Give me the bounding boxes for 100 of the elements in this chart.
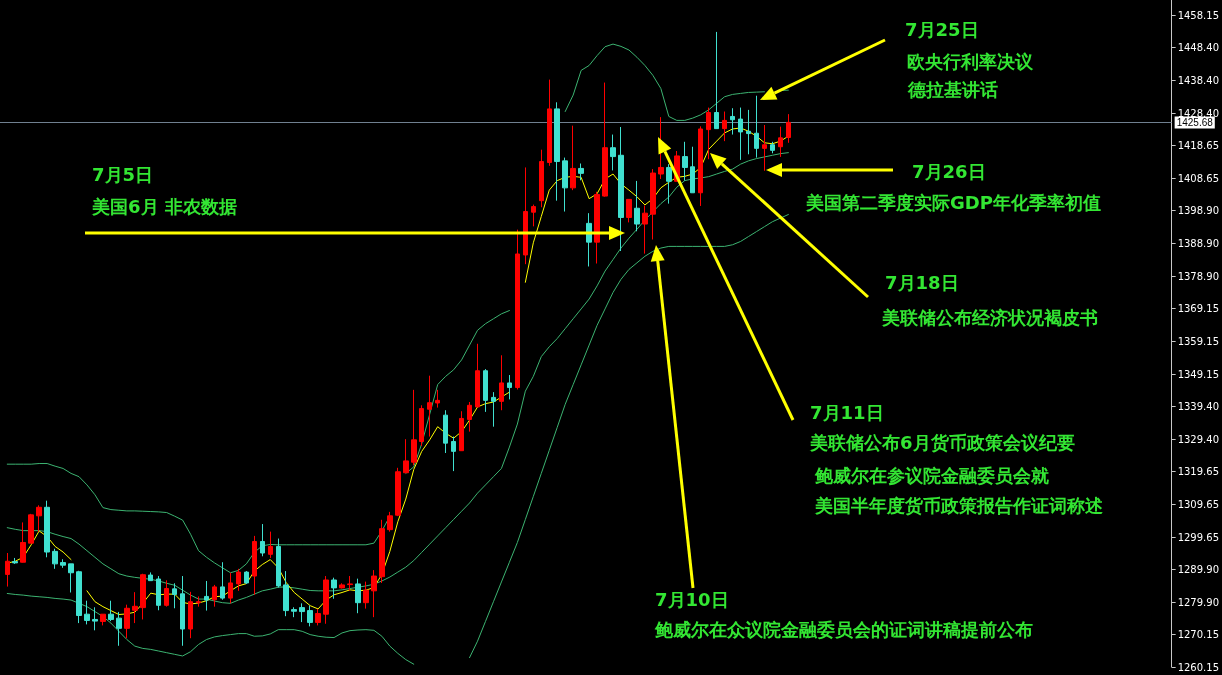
annotation: 美国6月 非农数据 <box>92 196 237 218</box>
candlestick <box>379 519 385 584</box>
candlestick <box>108 600 114 622</box>
y-tick-label: 1309.65 <box>1177 498 1220 510</box>
candlestick <box>76 570 82 624</box>
text: 美国半年度货币政策报告作证词称述 <box>815 495 1103 517</box>
candlestick <box>658 116 664 180</box>
text: 德拉基讲话 <box>908 79 998 101</box>
candlestick <box>618 126 624 252</box>
annotation: 7月10日 <box>655 589 729 611</box>
y-tick-label: 1369.15 <box>1177 302 1220 314</box>
y-tick-label: 1289.90 <box>1177 563 1220 575</box>
candlestick <box>706 107 711 160</box>
text: 美联储公布经济状况褐皮书 <box>882 307 1098 329</box>
candlestick <box>283 570 289 617</box>
y-tick-label: 1349.15 <box>1177 368 1220 380</box>
y-tick-label: 1299.65 <box>1177 531 1220 543</box>
candlestick <box>140 573 146 620</box>
candlestick <box>650 168 656 240</box>
y-tick-label: 1408.65 <box>1177 172 1220 184</box>
candlestick <box>52 548 58 570</box>
annotation: 7月5日 <box>92 164 154 186</box>
candlestick <box>100 613 106 626</box>
candlestick <box>363 581 369 610</box>
ref-line-label: 1425.68 <box>1176 116 1214 128</box>
candlestick <box>467 401 472 433</box>
candlestick <box>20 521 26 564</box>
y-tick-label: 1438.40 <box>1177 75 1220 87</box>
candlestick <box>746 109 751 155</box>
candlestick <box>714 31 719 130</box>
candlestick <box>427 375 432 438</box>
candlestick <box>291 606 297 618</box>
candlestick <box>594 191 600 265</box>
candlestick <box>299 602 305 623</box>
candlestick <box>507 374 512 400</box>
candlestick <box>68 563 74 593</box>
candlestick <box>499 354 504 411</box>
candlestick <box>682 141 688 182</box>
candlestick <box>156 575 161 611</box>
candlestick <box>698 125 703 207</box>
candlestick <box>92 606 98 631</box>
candlestick <box>60 558 66 569</box>
candlestick <box>602 82 608 198</box>
candlestick <box>754 95 759 159</box>
candlestick <box>395 467 401 517</box>
y-tick-label: 1339.40 <box>1177 400 1220 412</box>
y-tick-label: 1279.90 <box>1177 596 1220 608</box>
text: 鲍威尔在参议院金融委员会就 <box>815 465 1049 487</box>
y-tick-label: 1448.40 <box>1177 42 1220 54</box>
candlestick <box>539 149 544 208</box>
text: 欧央行利率决议 <box>907 51 1033 73</box>
candlestick <box>12 557 18 565</box>
candlestick <box>180 575 185 647</box>
candlestick <box>642 205 648 255</box>
candlestick <box>626 198 632 223</box>
candlestick <box>220 561 225 601</box>
candlestick <box>188 591 193 639</box>
y-tick-label: 1378.90 <box>1177 270 1220 282</box>
y-tick-label: 1398.90 <box>1177 205 1220 217</box>
y-tick-label: 1319.65 <box>1177 465 1220 477</box>
candlestick <box>355 578 361 614</box>
candlestick <box>44 500 50 558</box>
candlestick <box>28 513 34 544</box>
y-tick-label: 1458.15 <box>1177 10 1220 22</box>
candlestick <box>315 608 321 626</box>
candlestick <box>515 229 520 391</box>
text: 美联储公布6月货币政策会议纪要 <box>810 432 1075 454</box>
y-tick-label: 1329.40 <box>1177 433 1220 445</box>
candlestick <box>778 126 783 158</box>
candlestick <box>451 436 456 472</box>
text: 7月18日 <box>885 272 959 294</box>
candlestick <box>666 163 672 205</box>
candlestick <box>347 575 353 592</box>
y-tick-label: 1388.90 <box>1177 237 1220 249</box>
candlestick <box>252 535 257 596</box>
candlestick <box>116 611 122 647</box>
candlestick <box>307 605 313 627</box>
candlestick <box>634 180 640 232</box>
candlestick <box>738 107 743 161</box>
annotation: 鲍威尔在众议院金融委员会的证词讲稿提前公布 <box>655 619 1033 641</box>
candlestick <box>5 552 10 588</box>
y-tick-label: 1260.15 <box>1177 661 1220 673</box>
candlestick <box>443 409 448 454</box>
y-tick-label: 1418.65 <box>1177 140 1220 152</box>
candlestick <box>570 125 576 191</box>
candlestick <box>554 101 560 202</box>
y-tick-label: 1359.15 <box>1177 335 1220 347</box>
candlestick <box>475 343 480 408</box>
text: 7月11日 <box>810 402 884 424</box>
candlestick <box>196 595 201 608</box>
candlestick <box>403 438 409 474</box>
candlestick <box>36 504 42 533</box>
candlestick <box>770 141 775 154</box>
candlestick <box>483 368 488 413</box>
candlestick <box>523 166 528 265</box>
candlestick <box>371 569 377 618</box>
candlestick <box>459 410 464 452</box>
candlestick <box>610 134 616 171</box>
candlestick <box>690 146 695 194</box>
candlestick <box>531 204 536 227</box>
